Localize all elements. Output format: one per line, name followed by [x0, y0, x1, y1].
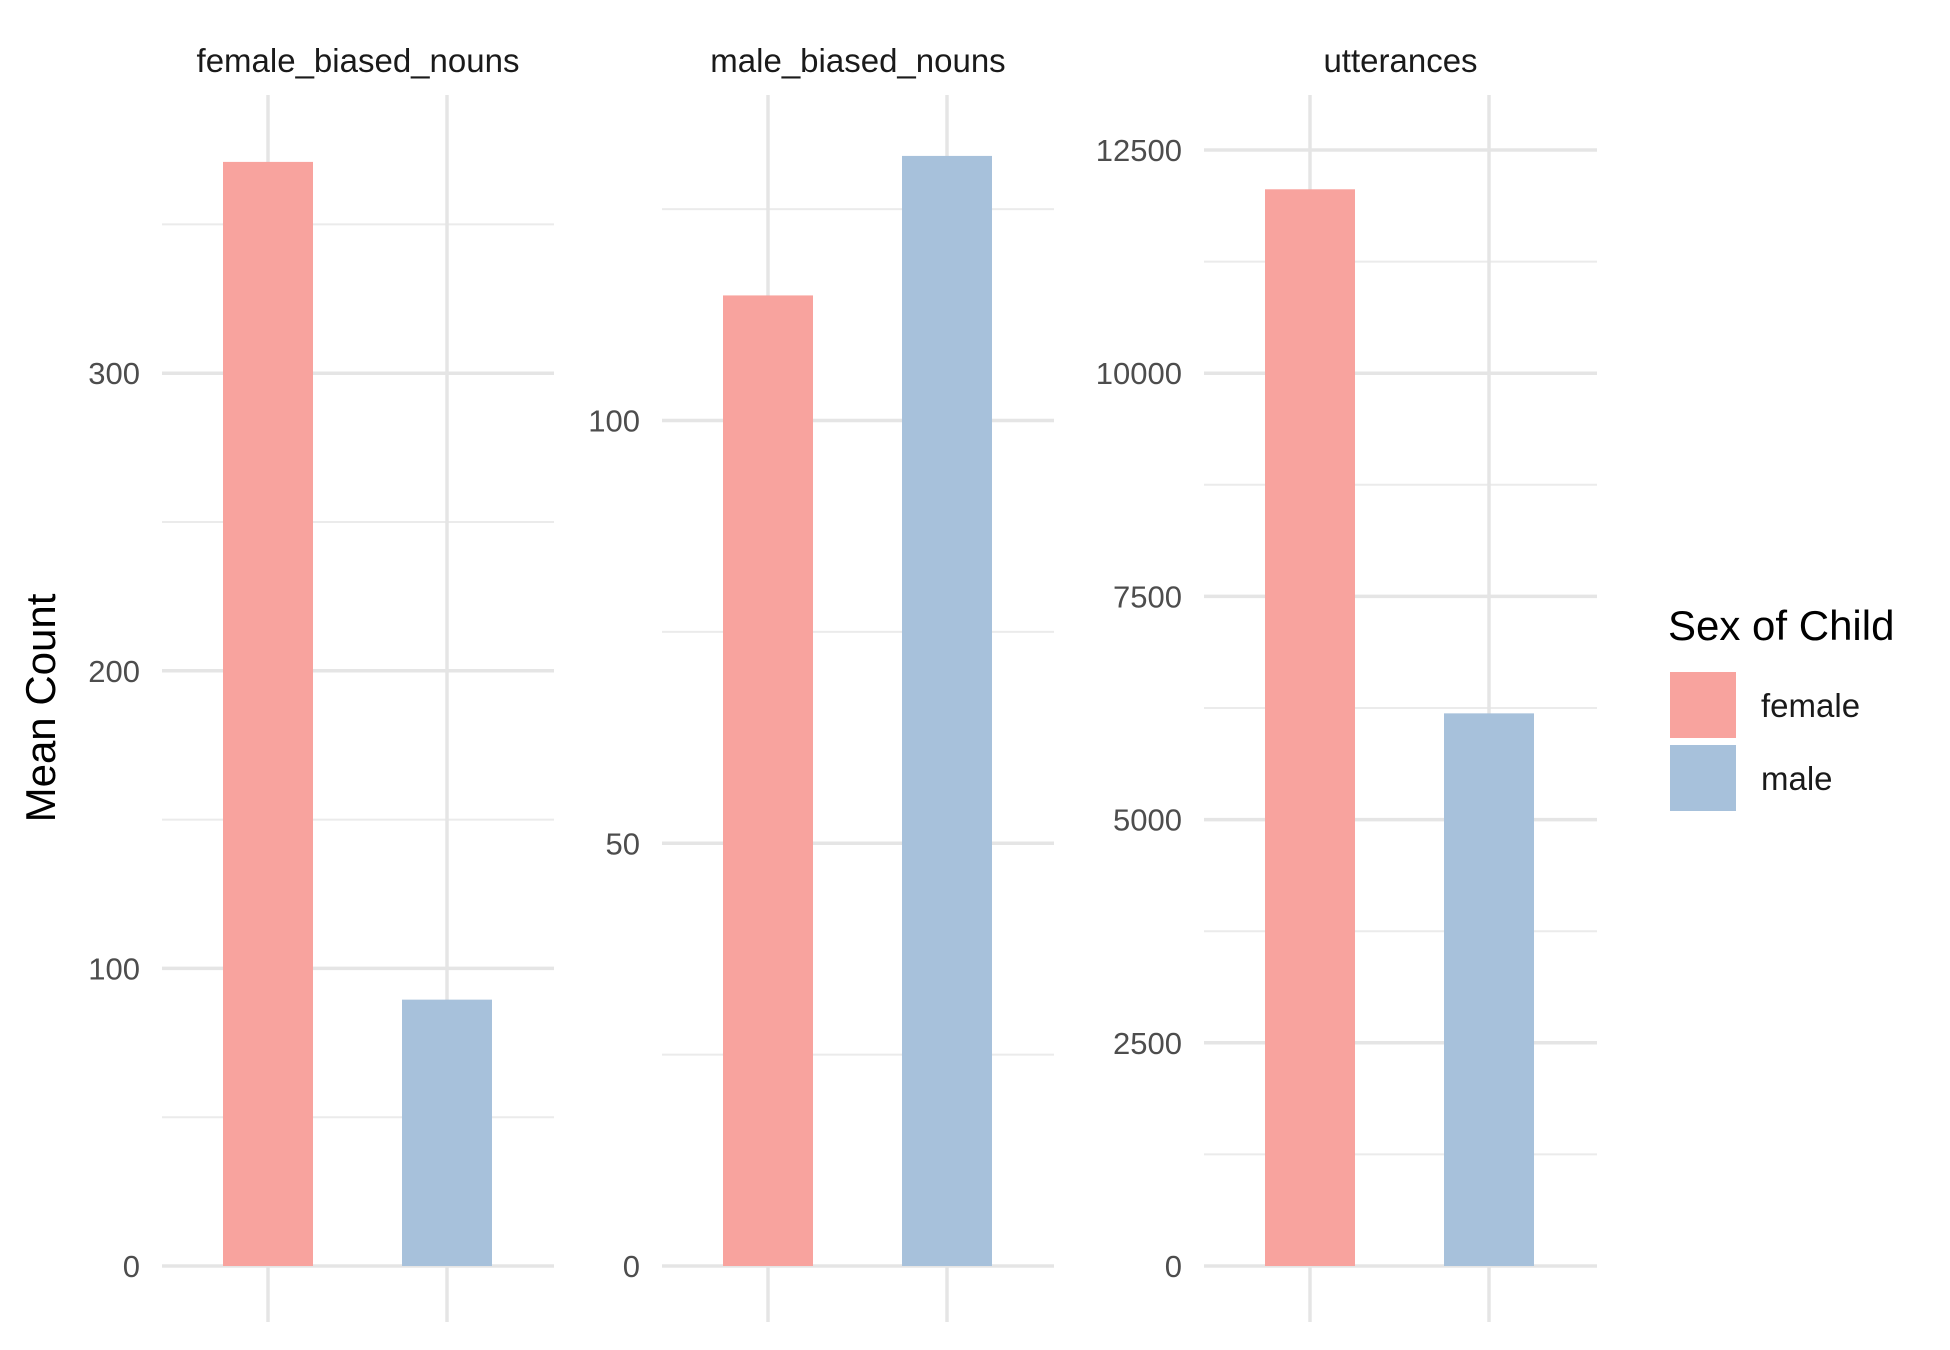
legend-key-female	[1670, 672, 1736, 738]
y-tick-label: 2500	[1113, 1026, 1182, 1061]
y-tick-label: 10000	[1096, 356, 1182, 391]
y-tick-label: 5000	[1113, 803, 1182, 838]
panel-2: 0 2500 5000 7500 10000 12500 utterances	[1096, 42, 1597, 1322]
panel-0: 0 100 200 300 female_biased_nouns	[88, 42, 554, 1322]
y-tick-label: 0	[1165, 1249, 1182, 1284]
bar-female	[223, 161, 313, 1266]
legend-label: male	[1761, 760, 1833, 797]
legend-key-male	[1670, 745, 1736, 811]
y-axis-label: Mean Count	[17, 593, 64, 822]
y-tick-label: 200	[88, 654, 140, 689]
y-tick-label: 100	[88, 951, 140, 986]
bar-male	[402, 999, 492, 1266]
bar-female	[723, 295, 813, 1266]
bar-male	[902, 155, 992, 1266]
y-tick-label: 50	[606, 826, 640, 861]
y-tick-label: 12500	[1096, 133, 1182, 168]
y-tick-label: 100	[588, 404, 640, 439]
legend-label: female	[1761, 687, 1860, 724]
chart-panels: 0 100 200 300 female_biased_nouns 0 50 100 male_…	[88, 42, 1597, 1322]
panel-title: utterances	[1323, 42, 1477, 79]
y-tick-label: 300	[88, 356, 140, 391]
legend-title: Sex of Child	[1668, 602, 1894, 649]
bar-female	[1265, 189, 1355, 1266]
bar-male	[1444, 713, 1534, 1266]
legend: Sex of Child female male	[1668, 602, 1894, 811]
y-tick-label: 7500	[1113, 579, 1182, 614]
panel-1: 0 50 100 male_biased_nouns	[588, 42, 1054, 1322]
y-tick-label: 0	[123, 1249, 140, 1284]
panel-title: male_biased_nouns	[710, 42, 1005, 79]
y-tick-label: 0	[623, 1249, 640, 1284]
panel-title: female_biased_nouns	[197, 42, 520, 79]
